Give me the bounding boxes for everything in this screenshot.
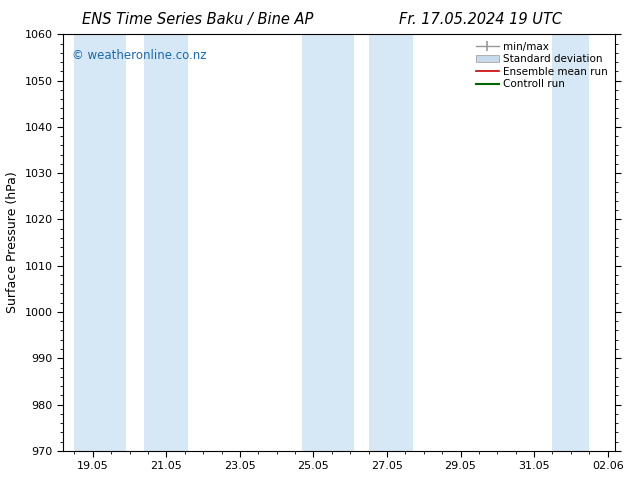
Y-axis label: Surface Pressure (hPa): Surface Pressure (hPa)	[6, 172, 19, 314]
Text: © weatheronline.co.nz: © weatheronline.co.nz	[72, 49, 206, 62]
Bar	[145, 34, 188, 451]
Bar	[552, 34, 589, 451]
Text: Fr. 17.05.2024 19 UTC: Fr. 17.05.2024 19 UTC	[399, 12, 562, 27]
Text: ENS Time Series Baku / Bine AP: ENS Time Series Baku / Bine AP	[82, 12, 314, 27]
Bar	[368, 34, 413, 451]
Bar	[74, 34, 126, 451]
Bar	[302, 34, 354, 451]
Legend: min/max, Standard deviation, Ensemble mean run, Controll run: min/max, Standard deviation, Ensemble me…	[474, 40, 610, 92]
